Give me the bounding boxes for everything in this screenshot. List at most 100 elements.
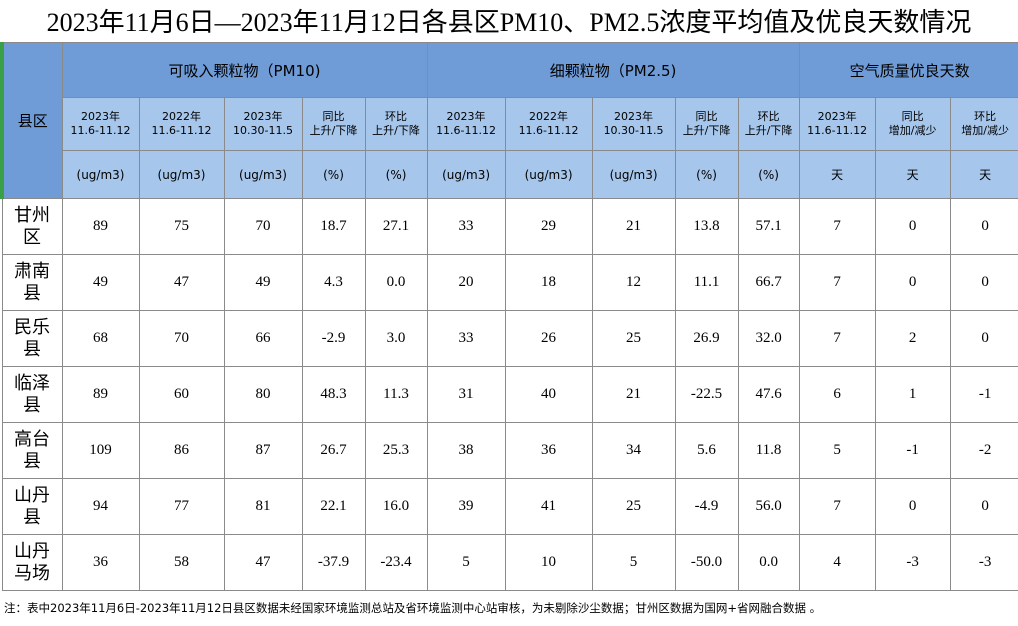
county-header-text: 县区 (17, 112, 48, 130)
cell: 49 (223, 254, 303, 311)
cell: 32.0 (737, 310, 800, 367)
cell: 25 (591, 310, 676, 367)
footnote: 注：表中2023年11月6日-2023年11月12日县区数据未经国家环境监测总站… (4, 601, 822, 615)
unit: (ug/m3) (223, 150, 303, 199)
cell: 22.1 (301, 478, 366, 535)
subheader: 同比 上升/下降 (301, 97, 366, 151)
subheader-line: 环比 (757, 110, 780, 123)
cell: 75 (138, 198, 225, 255)
cell: 109 (61, 422, 140, 479)
unit: (ug/m3) (591, 150, 676, 199)
subheader-line: 增加/减少 (961, 124, 1009, 137)
data-row: 肃南县 49 47 49 4.3 0.0 20 18 12 11.1 66.7 7 0 0 (1, 254, 1018, 311)
cell: -1 (949, 366, 1018, 423)
subheader: 2023年 11.6-11.12 (798, 97, 876, 151)
county-name: 临泽县 (1, 366, 63, 423)
unit: 天 (798, 150, 876, 199)
subheader: 同比 上升/下降 (674, 97, 739, 151)
county-header: 县区 (0, 42, 63, 199)
cell: 87 (223, 422, 303, 479)
cell: 25 (591, 478, 676, 535)
subheader-line: 2022年 (162, 110, 201, 123)
cell: 0 (949, 198, 1018, 255)
subheader-line: 11.6-11.12 (151, 124, 212, 137)
cell: 2 (874, 310, 951, 367)
county-name: 肃南县 (1, 254, 63, 311)
cell: 6 (798, 366, 876, 423)
cell: 66.7 (737, 254, 800, 311)
cell: 56.0 (737, 478, 800, 535)
subheader: 同比 增加/减少 (874, 97, 951, 151)
cell: 25.3 (364, 422, 428, 479)
cell: 58 (138, 534, 225, 591)
cell: -50.0 (674, 534, 739, 591)
subheader-line: 上升/下降 (372, 124, 420, 137)
unit-row: (ug/m3) (ug/m3) (ug/m3) (%) (%) (ug/m3) (ug/m3… (2, 150, 1018, 199)
subheader-line: 2023年 (614, 110, 654, 123)
unit: (%) (737, 150, 800, 199)
cell: 5 (798, 422, 876, 479)
unit: 天 (949, 150, 1018, 199)
cell: 21 (591, 198, 676, 255)
cell: -3 (874, 534, 951, 591)
subheader-line: 上升/下降 (682, 124, 731, 137)
cell: 7 (798, 198, 876, 255)
subheader-line: 11.6-11.12 (518, 124, 579, 137)
subheader-line: 上升/下降 (744, 124, 793, 137)
cell: 12 (591, 254, 676, 311)
cell: -22.5 (674, 366, 739, 423)
cell: 18 (504, 254, 593, 311)
subheader-line: 同比 (901, 110, 924, 123)
cell: 13.8 (674, 198, 739, 255)
cell: 47 (138, 254, 225, 311)
cell: 0 (949, 478, 1018, 535)
data-row: 甘州区 89 75 70 18.7 27.1 33 29 21 13.8 57.1 7 0 0 (1, 198, 1018, 255)
unit: (%) (301, 150, 366, 199)
cell: 5 (426, 534, 506, 591)
cell: 89 (61, 366, 140, 423)
cell: 26 (504, 310, 593, 367)
cell: 11.3 (364, 366, 428, 423)
subheader: 2023年 10.30-11.5 (223, 97, 303, 151)
county-name: 民乐县 (1, 310, 63, 367)
unit: (ug/m3) (61, 150, 140, 199)
cell: -3 (949, 534, 1018, 591)
cell: 31 (426, 366, 506, 423)
subheader-line: 2023年 (817, 110, 857, 123)
unit-text: 天 (906, 168, 919, 182)
subheader-line: 11.6-11.12 (70, 124, 131, 137)
cell: 3.0 (364, 310, 428, 367)
subheader-line: 增加/减少 (888, 124, 937, 137)
cell: 40 (504, 366, 593, 423)
cell: 38 (426, 422, 506, 479)
cell: 36 (61, 534, 140, 591)
cell: 66 (223, 310, 303, 367)
subheader: 2022年 11.6-11.12 (504, 97, 593, 151)
subheader-line: 2023年 (243, 110, 283, 123)
cell: 26.7 (301, 422, 366, 479)
group-header: 空气质量优良天数 (798, 42, 1018, 98)
cell: 18.7 (301, 198, 366, 255)
data-table: 县区 可吸入颗粒物（PM10) 细颗粒物（PM2.5) 空气质量优良天数 2023年 11… (0, 42, 1018, 591)
subheader-line: 同比 (695, 110, 718, 123)
cell: 10 (504, 534, 593, 591)
subheader-line: 环比 (385, 110, 408, 123)
cell: 77 (138, 478, 225, 535)
cell: 48.3 (301, 366, 366, 423)
subheader-line: 同比 (322, 110, 345, 123)
data-row: 山丹马场 36 58 47 -37.9 -23.4 5 10 5 -50.0 0.0 4 -3 -3 (1, 534, 1018, 591)
cell: 0 (949, 310, 1018, 367)
unit-text: 天 (979, 168, 992, 182)
cell: -37.9 (301, 534, 366, 591)
unit-text: (ug/m3) (442, 167, 491, 182)
cell: 26.9 (674, 310, 739, 367)
subheader: 2023年 10.30-11.5 (591, 97, 676, 151)
cell: 16.0 (364, 478, 428, 535)
county-name: 山丹马场 (1, 534, 63, 591)
cell: 60 (138, 366, 225, 423)
unit-text: (%) (758, 167, 779, 182)
unit: (ug/m3) (504, 150, 593, 199)
unit-text: (ug/m3) (609, 167, 658, 182)
cell: 7 (798, 310, 876, 367)
